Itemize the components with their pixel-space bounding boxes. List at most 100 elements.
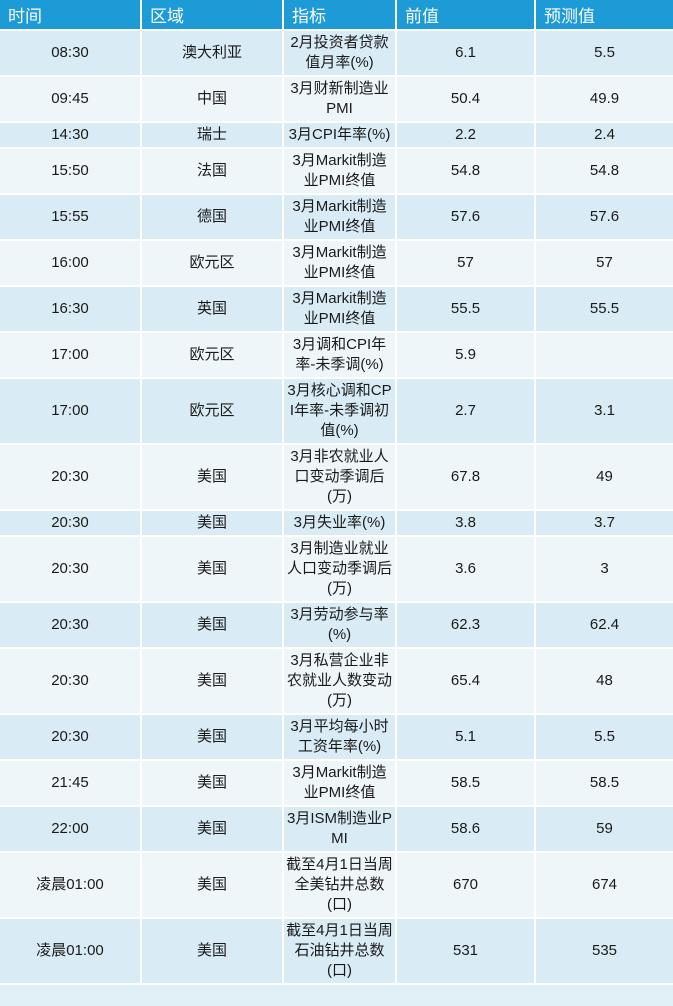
cell-previous: 58.6 — [396, 806, 536, 853]
cell-forecast: 58.5 — [535, 760, 673, 807]
cell-indicator: 3月劳动参与率(%) — [283, 602, 397, 649]
cell-region: 欧元区 — [141, 240, 284, 287]
cell-time: 凌晨01:00 — [0, 918, 142, 985]
cell-indicator: 3月Markit制造业PMI终值 — [283, 240, 397, 287]
cell-indicator: 3月财新制造业PMI — [283, 76, 397, 123]
table-row: 09:45 中国 3月财新制造业PMI 50.4 49.9 — [0, 76, 673, 123]
cell-time: 21:45 — [0, 760, 142, 807]
cell-previous: 6.1 — [396, 30, 536, 77]
table-row: 凌晨01:00 美国 截至4月1日当周全美钻井总数(口) 670 674 — [0, 852, 673, 919]
cell-forecast: 48 — [535, 648, 673, 715]
cell-previous: 50.4 — [396, 76, 536, 123]
cell-region: 澳大利亚 — [141, 30, 284, 77]
cell-forecast: 3.1 — [535, 378, 673, 445]
cell-region: 美国 — [141, 714, 284, 761]
cell-time: 14:30 — [0, 122, 142, 149]
cell-previous: 67.8 — [396, 444, 536, 511]
cell-region: 德国 — [141, 194, 284, 241]
cell-time: 15:50 — [0, 148, 142, 195]
cell-forecast: 3 — [535, 536, 673, 603]
cell-time: 20:30 — [0, 510, 142, 537]
cell-forecast: 59 — [535, 806, 673, 853]
header-row: 时间 区域 指标 前值 预测值 — [0, 0, 673, 31]
cell-indicator: 3月Markit制造业PMI终值 — [283, 194, 397, 241]
cell-forecast: 62.4 — [535, 602, 673, 649]
table-row: 17:00 欧元区 3月调和CPI年率-未季调(%) 5.9 — [0, 332, 673, 379]
cell-previous: 531 — [396, 918, 536, 985]
cell-indicator: 截至4月1日当周石油钻井总数(口) — [283, 918, 397, 985]
cell-indicator: 3月失业率(%) — [283, 510, 397, 537]
cell-forecast: 2.4 — [535, 122, 673, 149]
cell-time: 16:30 — [0, 286, 142, 333]
cell-time: 17:00 — [0, 332, 142, 379]
table-row: 14:30 瑞士 3月CPI年率(%) 2.2 2.4 — [0, 122, 673, 149]
cell-indicator: 3月制造业就业人口变动季调后(万) — [283, 536, 397, 603]
cell-region: 中国 — [141, 76, 284, 123]
cell-region: 欧元区 — [141, 332, 284, 379]
table-row: 20:30 美国 3月平均每小时工资年率(%) 5.1 5.5 — [0, 714, 673, 761]
cell-indicator: 3月私营企业非农就业人数变动(万) — [283, 648, 397, 715]
header-cell-previous: 前值 — [396, 0, 536, 31]
header-cell-region: 区域 — [141, 0, 284, 31]
cell-indicator: 3月调和CPI年率-未季调(%) — [283, 332, 397, 379]
table-row: 凌晨01:00 美国 截至4月1日当周石油钻井总数(口) 531 535 — [0, 918, 673, 985]
cell-region: 美国 — [141, 536, 284, 603]
table-row: 15:50 法国 3月Markit制造业PMI终值 54.8 54.8 — [0, 148, 673, 195]
cell-time: 20:30 — [0, 648, 142, 715]
cell-previous: 57 — [396, 240, 536, 287]
cell-forecast — [535, 332, 673, 379]
table-row: 20:30 美国 3月私营企业非农就业人数变动(万) 65.4 48 — [0, 648, 673, 715]
cell-indicator: 截至4月1日当周全美钻井总数(口) — [283, 852, 397, 919]
cell-indicator: 3月Markit制造业PMI终值 — [283, 286, 397, 333]
table-row: 16:00 欧元区 3月Markit制造业PMI终值 57 57 — [0, 240, 673, 287]
cell-indicator: 3月CPI年率(%) — [283, 122, 397, 149]
cell-region: 美国 — [141, 760, 284, 807]
table-row: 17:00 欧元区 3月核心调和CPI年率-未季调初值(%) 2.7 3.1 — [0, 378, 673, 445]
cell-previous: 670 — [396, 852, 536, 919]
table-header: 时间 区域 指标 前值 预测值 — [0, 0, 673, 31]
header-cell-indicator: 指标 — [283, 0, 397, 31]
cell-indicator: 3月平均每小时工资年率(%) — [283, 714, 397, 761]
cell-indicator: 3月Markit制造业PMI终值 — [283, 760, 397, 807]
table-body: 08:30 澳大利亚 2月投资者贷款值月率(%) 6.1 5.5 09:45 中国 3月财新制… — [0, 30, 673, 985]
cell-time: 20:30 — [0, 444, 142, 511]
cell-time: 15:55 — [0, 194, 142, 241]
cell-time: 17:00 — [0, 378, 142, 445]
cell-indicator: 3月Markit制造业PMI终值 — [283, 148, 397, 195]
cell-region: 美国 — [141, 806, 284, 853]
cell-previous: 57.6 — [396, 194, 536, 241]
table-row: 21:45 美国 3月Markit制造业PMI终值 58.5 58.5 — [0, 760, 673, 807]
cell-time: 20:30 — [0, 602, 142, 649]
cell-region: 瑞士 — [141, 122, 284, 149]
cell-indicator: 2月投资者贷款值月率(%) — [283, 30, 397, 77]
cell-previous: 2.7 — [396, 378, 536, 445]
table-row: 20:30 美国 3月劳动参与率(%) 62.3 62.4 — [0, 602, 673, 649]
cell-time: 20:30 — [0, 536, 142, 603]
table-row: 15:55 德国 3月Markit制造业PMI终值 57.6 57.6 — [0, 194, 673, 241]
cell-region: 美国 — [141, 918, 284, 985]
table-row: 08:30 澳大利亚 2月投资者贷款值月率(%) 6.1 5.5 — [0, 30, 673, 77]
cell-indicator: 3月非农就业人口变动季调后(万) — [283, 444, 397, 511]
cell-region: 美国 — [141, 510, 284, 537]
cell-previous: 2.2 — [396, 122, 536, 149]
cell-forecast: 49 — [535, 444, 673, 511]
cell-region: 欧元区 — [141, 378, 284, 445]
header-cell-time: 时间 — [0, 0, 142, 31]
cell-forecast: 54.8 — [535, 148, 673, 195]
cell-forecast: 3.7 — [535, 510, 673, 537]
cell-time: 20:30 — [0, 714, 142, 761]
cell-forecast: 535 — [535, 918, 673, 985]
cell-indicator: 3月ISM制造业PMI — [283, 806, 397, 853]
cell-previous: 55.5 — [396, 286, 536, 333]
economic-calendar-table: 时间 区域 指标 前值 预测值 08:30 澳大利亚 2月投资者贷款值月率(%) 6.… — [0, 0, 673, 985]
cell-region: 美国 — [141, 648, 284, 715]
table-row: 20:30 美国 3月失业率(%) 3.8 3.7 — [0, 510, 673, 537]
header-cell-forecast: 预测值 — [535, 0, 673, 31]
cell-previous: 5.1 — [396, 714, 536, 761]
table-row: 16:30 英国 3月Markit制造业PMI终值 55.5 55.5 — [0, 286, 673, 333]
cell-forecast: 55.5 — [535, 286, 673, 333]
table-row: 20:30 美国 3月制造业就业人口变动季调后(万) 3.6 3 — [0, 536, 673, 603]
cell-previous: 62.3 — [396, 602, 536, 649]
cell-time: 16:00 — [0, 240, 142, 287]
